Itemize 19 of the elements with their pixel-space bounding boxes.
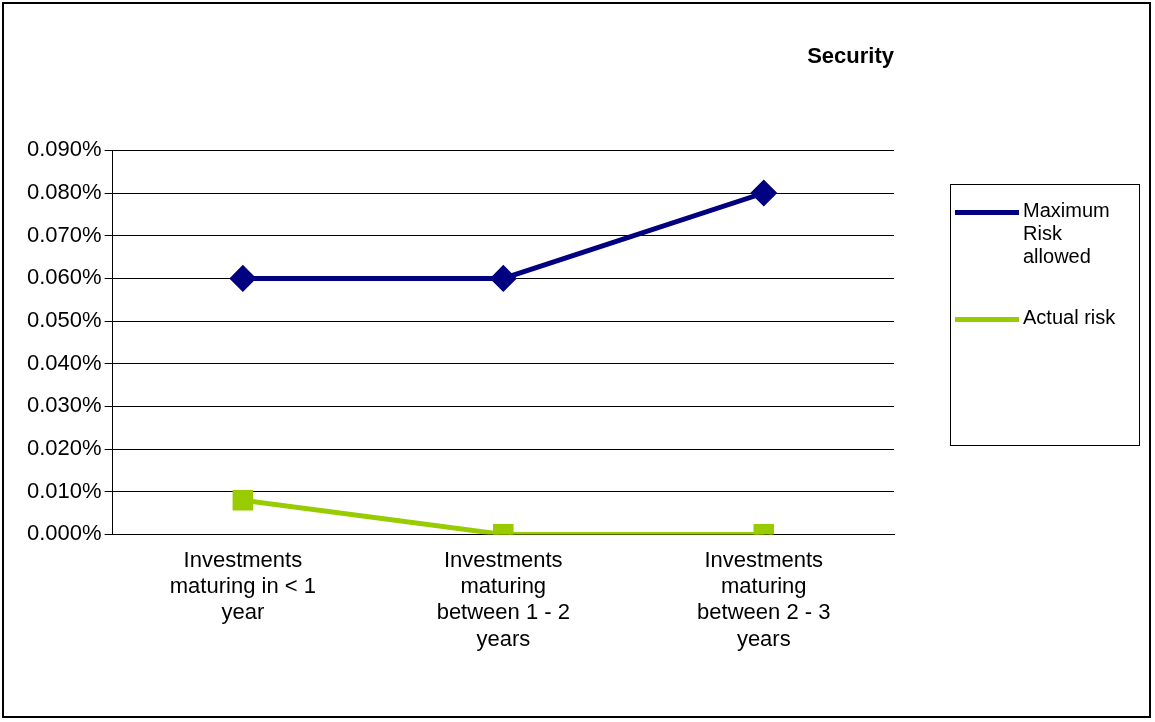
legend-label: Maximum Risk allowed xyxy=(1023,199,1111,268)
y-tick-label: 0.070% xyxy=(26,221,102,247)
y-tick-label: 0.040% xyxy=(26,349,102,375)
y-tick-label: 0.030% xyxy=(26,392,102,418)
legend-label: Actual risk xyxy=(1023,306,1116,329)
y-tick-label: 0.000% xyxy=(26,520,102,546)
point xyxy=(751,180,777,206)
point xyxy=(230,265,256,291)
y-tick-label: 0.010% xyxy=(26,477,102,503)
y-tick-label: 0.090% xyxy=(26,136,102,162)
x-tick-label: Investments maturing between 1 - 2 years xyxy=(436,546,570,651)
point xyxy=(490,265,516,291)
x-tick-label: Investments maturing between 2 - 3 years xyxy=(697,546,831,651)
y-tick-label: 0.060% xyxy=(26,264,102,290)
y-tick-label: 0.050% xyxy=(26,307,102,333)
x-tick-label: Investments maturing in < 1 year xyxy=(169,546,316,625)
y-tick-label: 0.080% xyxy=(26,179,102,205)
chart-title: Security xyxy=(807,43,895,69)
y-tick-label: 0.020% xyxy=(26,435,102,461)
